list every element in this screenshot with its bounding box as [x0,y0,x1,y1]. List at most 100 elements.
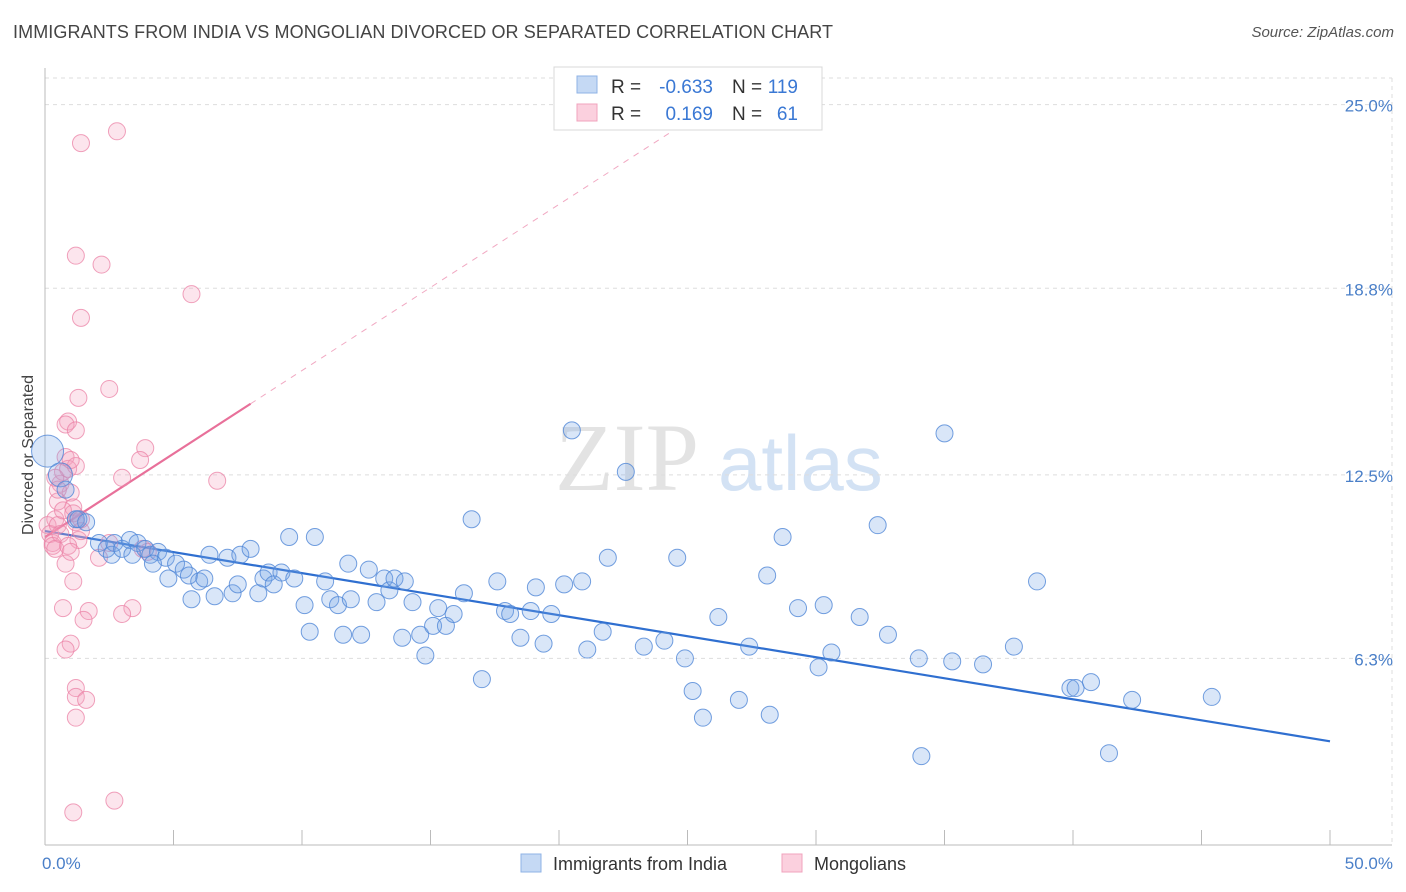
mongolian-point-55 [182,285,201,304]
india-point-75 [555,575,574,594]
india-point-5 [77,513,96,532]
india-point-101 [909,649,928,668]
india-point-19 [159,569,178,588]
india-point-104 [943,652,962,671]
series-legend-swatch-mongolian [781,853,803,873]
india-point-35 [259,563,278,582]
india-point-63 [444,605,463,624]
india-point-32 [241,539,260,558]
india-point-111 [1099,744,1118,763]
india-point-66 [472,670,491,689]
series-legend-label-india: Immigrants from India [553,854,728,874]
india-point-109 [1066,679,1085,698]
india-point-93 [773,528,792,547]
watermark-atlas: atlas [718,419,883,507]
mongolian-point-50 [105,791,124,810]
india-point-85 [675,649,694,668]
india-point-89 [729,690,748,709]
india-point-103 [935,424,954,443]
india-point-51 [367,593,386,612]
mongolian-point-42 [61,634,80,653]
y-axis-title: Divorced or Separated [20,375,37,535]
legend-n-label-india: N = [732,77,762,98]
trend-line-india [44,530,1331,743]
india-point-55 [393,628,412,647]
india-point-30 [228,575,247,594]
mongolian-point-33 [64,572,83,591]
india-point-39 [285,569,304,588]
legend-n-label-mongolian: N = [732,104,762,125]
y-tick-label-1: 12.5% [1345,467,1393,486]
series-legend-label-mongolian: Mongolians [814,854,906,874]
india-point-58 [411,625,430,644]
india-point-18 [143,554,162,573]
india-point-68 [496,602,515,621]
mongolian-point-36 [71,134,90,153]
india-point-94 [789,599,808,618]
india-point-80 [598,548,617,567]
india-point-97 [822,643,841,662]
y-tick-label-0: 6.3% [1354,650,1393,669]
mongolian-point-28 [69,388,88,407]
india-point-79 [593,622,612,641]
india-point-43 [316,572,335,591]
source-label: Source: ZipAtlas.com [1251,24,1394,41]
india-point-27 [205,587,224,606]
india-point-112 [1123,690,1142,709]
mongolian-point-51 [64,803,83,822]
mongolian-point-53 [131,451,150,470]
mongolian-point-56 [208,471,227,490]
series-legend: Immigrants from India Mongolians [520,853,906,874]
axes [44,68,1392,846]
india-point-87 [693,708,712,727]
mongolian-points [38,122,227,822]
mongolian-point-38 [107,122,126,141]
mongolian-point-35 [71,308,90,327]
mongolian-point-32 [61,542,80,561]
india-point-56 [395,572,414,591]
india-point-41 [300,622,319,641]
india-point-25 [195,569,214,588]
india-point-42 [305,528,324,547]
india-point-53 [380,581,399,600]
india-point-57 [403,593,422,612]
mongolian-point-7 [56,448,75,467]
india-point-59 [416,646,435,665]
india-point-24 [190,572,209,591]
y-tick-label-3: 25.0% [1345,97,1393,116]
india-point-50 [359,560,378,579]
india-point-110 [1081,673,1100,692]
india-point-74 [542,605,561,624]
india-point-0 [31,434,65,468]
mongolian-point-41 [74,610,93,629]
india-point-100 [878,625,897,644]
legend-r-label-india: R = [611,77,641,98]
india-points [31,421,1221,766]
india-point-72 [526,578,545,597]
india-point-86 [683,682,702,701]
india-point-82 [634,637,653,656]
legend-r-value-india: -0.633 [659,77,713,98]
x-tick-label-0: 0.0% [42,854,81,873]
india-point-105 [974,655,993,674]
mongolian-point-20 [53,501,72,520]
stats-legend-box [553,66,823,131]
india-point-38 [280,528,299,547]
india-point-108 [1061,679,1080,698]
india-point-71 [521,602,540,621]
india-point-46 [334,625,353,644]
mongolian-point-39 [53,599,72,618]
india-point-2 [56,480,75,499]
india-point-99 [868,516,887,535]
india-point-83 [655,631,674,650]
india-point-70 [511,628,530,647]
india-point-73 [534,634,553,653]
trend-line-mongolian-extrapolated [250,130,673,405]
mongolian-point-54 [113,468,132,487]
india-point-48 [339,554,358,573]
india-point-98 [850,607,869,626]
india-point-102 [912,747,931,766]
india-point-64 [454,584,473,603]
legend-swatch-mongolian [576,103,598,122]
